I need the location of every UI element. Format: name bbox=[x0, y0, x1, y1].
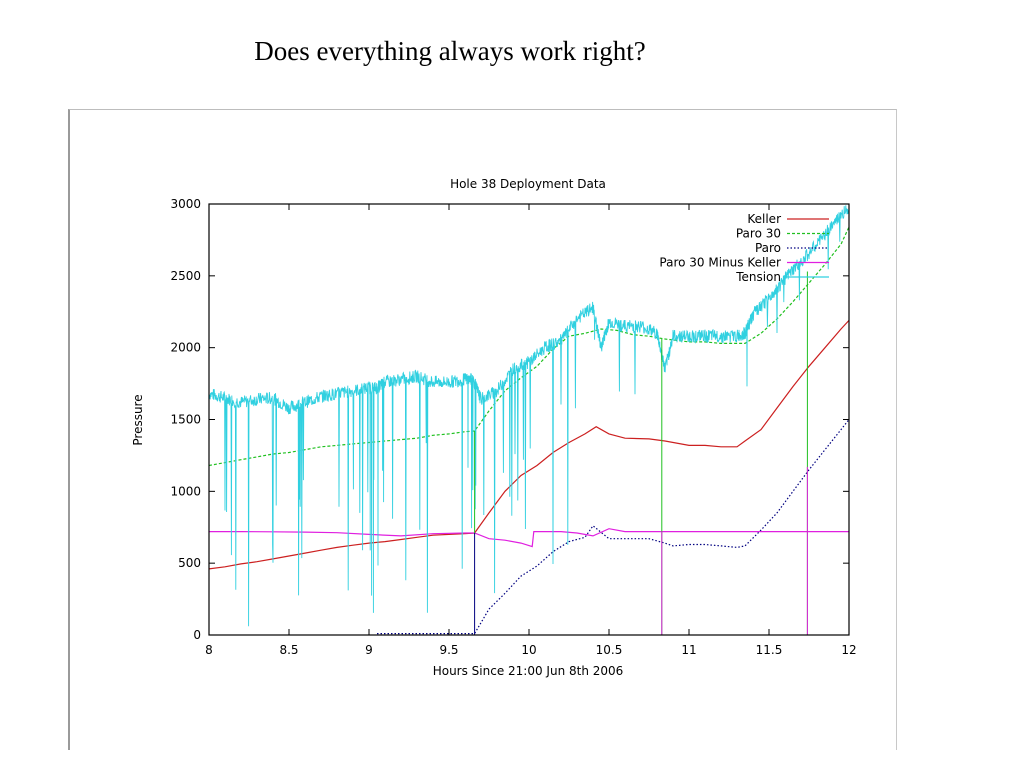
axes-layer: 8 8.5 9 9.5 10 10.5 11 11.5 12 0 500 1000 1500 2000 25… bbox=[170, 197, 856, 657]
y-tick-label: 3000 bbox=[170, 197, 201, 211]
x-tick-label: 10.5 bbox=[596, 643, 623, 657]
chart-frame: Hole 38 Deployment Data 8 8.5 9 9.5 10 10.5 11… bbox=[68, 109, 897, 750]
legend-label: Paro 30 Minus Keller bbox=[659, 256, 781, 270]
series-layer bbox=[208, 205, 850, 635]
y-tick-label: 500 bbox=[178, 556, 201, 570]
x-tick-label: 11 bbox=[681, 643, 696, 657]
legend-label: Tension bbox=[735, 270, 781, 284]
x-tick-label: 10 bbox=[521, 643, 536, 657]
series-line-tension bbox=[208, 205, 850, 627]
y-tick-label: 1000 bbox=[170, 484, 201, 498]
x-tick-label: 11.5 bbox=[756, 643, 783, 657]
x-tick-label: 12 bbox=[841, 643, 856, 657]
x-tick-label: 8.5 bbox=[279, 643, 298, 657]
line-chart: Hole 38 Deployment Data 8 8.5 9 9.5 10 10.5 11… bbox=[131, 177, 857, 678]
legend-label: Paro bbox=[755, 241, 781, 255]
x-tick-label: 9.5 bbox=[439, 643, 458, 657]
x-tick-label: 9 bbox=[365, 643, 373, 657]
y-tick-label: 1500 bbox=[170, 413, 201, 427]
slide-title: Does everything always work right? bbox=[254, 36, 646, 66]
y-tick-label: 2000 bbox=[170, 341, 201, 355]
x-axis-label: Hours Since 21:00 Jun 8th 2006 bbox=[433, 664, 624, 678]
chart-title: Hole 38 Deployment Data bbox=[450, 177, 606, 191]
series-line-keller bbox=[208, 319, 850, 570]
legend-label: Keller bbox=[747, 212, 781, 226]
series-line-paro bbox=[377, 419, 850, 635]
series-line-paro-30 bbox=[208, 226, 850, 467]
y-tick-label: 2500 bbox=[170, 269, 201, 283]
legend-label: Paro 30 bbox=[736, 227, 781, 241]
y-axis-label: Pressure bbox=[131, 394, 145, 445]
y-tick-label: 0 bbox=[193, 628, 201, 642]
x-tick-label: 8 bbox=[205, 643, 213, 657]
